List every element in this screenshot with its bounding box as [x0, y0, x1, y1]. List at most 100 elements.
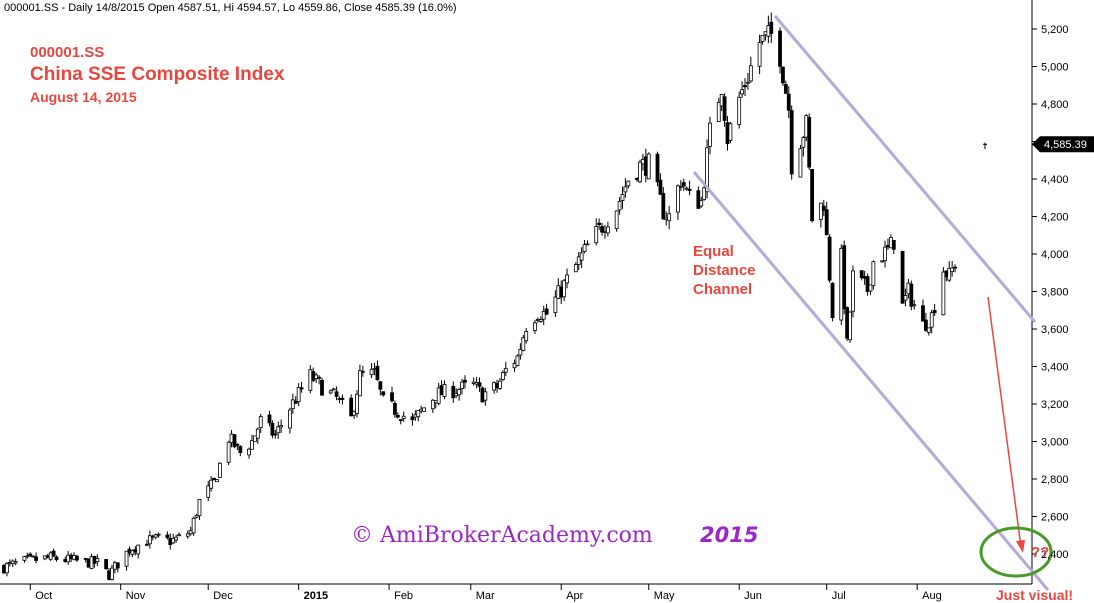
x-tick-label: Aug	[922, 590, 942, 602]
down-candle	[360, 370, 365, 373]
up-candle	[678, 186, 683, 188]
projection-arrow-head	[1016, 540, 1025, 553]
up-candle	[903, 295, 908, 301]
up-candle	[460, 381, 464, 389]
up-candle	[518, 348, 523, 356]
up-candle	[171, 537, 176, 544]
down-candle	[681, 182, 686, 187]
up-candle	[667, 213, 672, 222]
up-candle	[565, 274, 569, 284]
up-candle	[620, 194, 625, 201]
up-candle	[716, 101, 721, 123]
down-candle	[410, 416, 415, 421]
up-candle	[185, 533, 190, 537]
x-tick-label: 2015	[304, 590, 328, 602]
down-candle	[398, 419, 403, 422]
up-candle	[136, 544, 141, 555]
down-candle	[34, 556, 38, 561]
down-candle	[781, 66, 785, 84]
up-candle	[728, 123, 733, 141]
up-candle	[177, 534, 181, 537]
question-marks: ??	[1031, 544, 1050, 561]
down-candle	[661, 193, 666, 220]
up-candle	[194, 514, 199, 518]
up-candle	[247, 448, 251, 456]
up-candle	[912, 304, 917, 307]
up-candle	[25, 555, 30, 558]
down-candle	[317, 376, 321, 379]
y-tick-label: 4,400	[1041, 174, 1069, 186]
down-candle	[165, 534, 170, 538]
candles	[2, 12, 957, 581]
down-candle	[381, 391, 386, 396]
down-candle	[865, 276, 870, 292]
up-candle	[757, 42, 762, 67]
up-candle	[524, 331, 529, 342]
down-candle	[658, 179, 663, 195]
down-candle	[921, 305, 925, 322]
y-tick-label: 2,600	[1041, 512, 1069, 524]
watermark-site: © AmiBrokerAcademy.com	[351, 523, 653, 548]
price-axis-line	[0, 0, 1033, 585]
up-candle	[801, 137, 806, 148]
down-candle	[75, 555, 79, 561]
up-candle	[638, 161, 642, 183]
up-candle	[614, 210, 619, 229]
down-candle	[340, 397, 345, 400]
down-candle	[145, 543, 149, 546]
up-candle	[258, 416, 263, 428]
down-candle	[827, 236, 832, 281]
down-candle	[821, 205, 826, 211]
y-axis: 2,400 2,600 2,800 3,000 3,200 3,400 3,600 3,800…	[983, 24, 1094, 561]
y-tick-label: 3,800	[1041, 287, 1069, 299]
down-candle	[807, 116, 812, 168]
x-tick-label: Oct	[35, 590, 52, 602]
up-candle	[582, 244, 587, 253]
last-price-label: 4,585.39	[1044, 139, 1087, 151]
up-candle	[868, 284, 873, 292]
up-candle	[503, 367, 508, 373]
channel-upper-line	[773, 15, 1037, 323]
up-candle	[314, 374, 319, 379]
up-candle	[290, 399, 295, 410]
up-candle	[708, 122, 712, 147]
up-candle	[848, 311, 852, 341]
x-axis: Oct Nov Dec 2015 Feb Mar Apr May Jun Jul Aug	[29, 584, 942, 602]
up-candle	[215, 479, 219, 483]
up-candle	[740, 89, 744, 95]
up-candle	[623, 186, 628, 193]
x-tick-label: Jun	[744, 590, 762, 602]
y-tick-label: 4,200	[1041, 212, 1069, 224]
down-candle	[390, 392, 394, 402]
down-candle	[743, 85, 747, 88]
up-candle	[442, 384, 447, 397]
up-candle	[760, 34, 765, 42]
y-tick-label: 2,800	[1041, 474, 1069, 486]
up-candle	[926, 327, 931, 333]
up-candle	[276, 426, 281, 434]
up-candle	[331, 388, 336, 391]
up-candle	[217, 462, 222, 478]
down-candle	[891, 239, 896, 250]
quote-header: 000001.SS - Daily 14/8/2015 Open 4587.51…	[4, 2, 457, 14]
down-candle	[722, 96, 727, 121]
up-candle	[538, 319, 543, 322]
down-candle	[378, 381, 383, 390]
up-candle	[626, 180, 631, 187]
channel-label: Equal Distance Channel	[693, 242, 756, 299]
down-candle	[687, 188, 692, 191]
down-candle	[267, 414, 272, 424]
down-candle	[395, 414, 400, 418]
down-candle	[104, 559, 109, 570]
down-candle	[235, 443, 240, 446]
down-candle	[655, 153, 660, 183]
just-visual-note: Just visual!	[996, 587, 1074, 603]
up-candle	[702, 187, 707, 200]
down-candle	[789, 110, 794, 175]
down-candle	[830, 282, 835, 318]
up-candle	[553, 296, 558, 313]
up-candle	[13, 561, 18, 564]
down-candle	[28, 553, 33, 556]
up-candle	[483, 391, 488, 401]
down-candle	[451, 386, 456, 399]
